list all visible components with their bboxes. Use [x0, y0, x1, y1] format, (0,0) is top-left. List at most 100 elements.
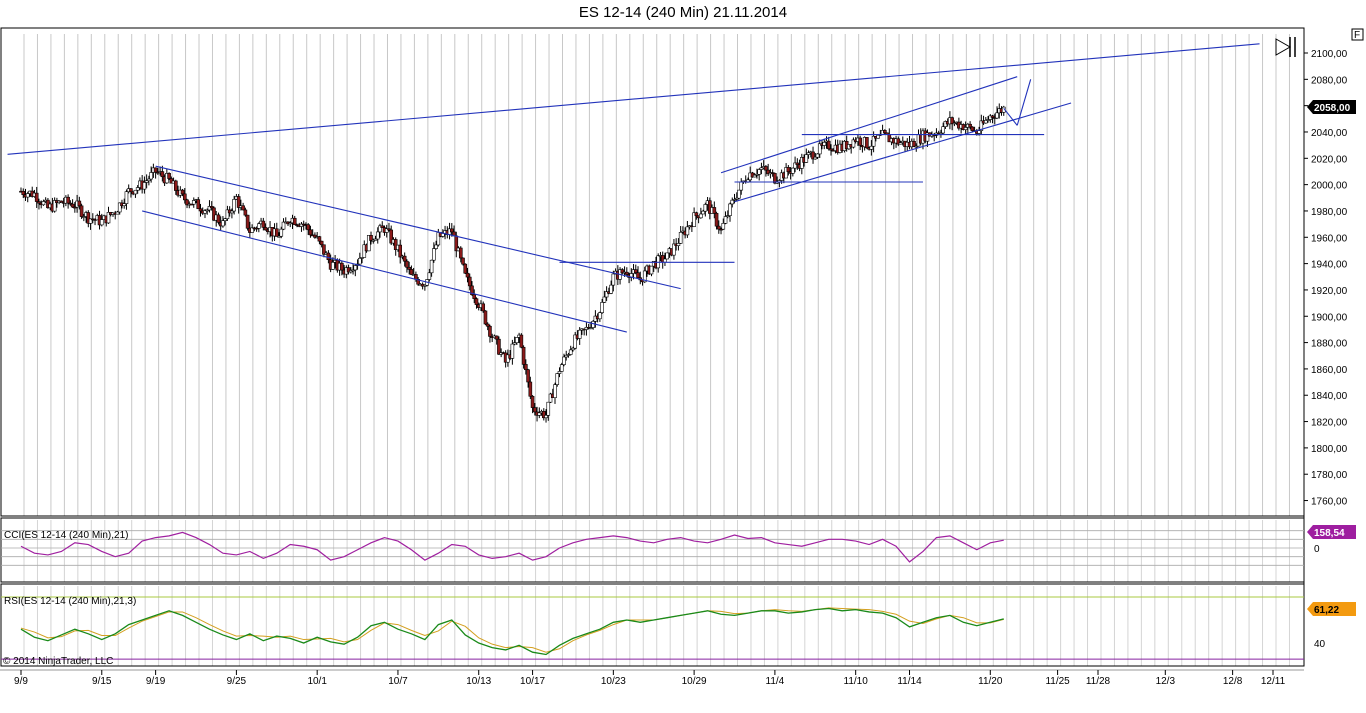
candle-body — [198, 208, 203, 212]
candle-body — [871, 135, 876, 147]
candle-body — [701, 210, 705, 215]
candle-body — [703, 204, 708, 212]
candle-body — [346, 267, 351, 273]
candle-body — [793, 162, 797, 169]
candle-body — [393, 239, 398, 250]
candle-body — [568, 349, 573, 355]
candle-body — [474, 298, 479, 305]
candle-body — [858, 137, 862, 146]
panel-frame-2 — [0, 583, 1305, 667]
candle-body — [963, 127, 968, 130]
candle-body — [66, 196, 70, 204]
rsi-panel: 40 — [1, 596, 1326, 660]
candle-body — [708, 200, 712, 214]
price-tick-label: 2000,00 — [1311, 181, 1348, 192]
candle-body — [378, 225, 382, 233]
candle-body — [755, 174, 759, 176]
candle-body — [371, 239, 376, 242]
candle-body — [25, 193, 30, 198]
candle-body — [77, 200, 82, 207]
trendline-5 — [734, 102, 1072, 203]
candle-body — [281, 221, 286, 230]
price-axis: 2100,002080,002060,002040,002020,002000,… — [1304, 49, 1348, 508]
candle-body — [611, 273, 616, 286]
candle-body — [153, 167, 158, 173]
candle-body — [699, 213, 703, 219]
corner-f-label: F — [1354, 30, 1360, 41]
trendlines[interactable] — [7, 43, 1260, 333]
candle-body — [564, 354, 569, 358]
candle-body — [721, 223, 726, 230]
candle-body — [115, 211, 120, 215]
time-tick-label: 12/3 — [1156, 676, 1176, 687]
candle-body — [358, 257, 362, 265]
candle-body — [223, 218, 227, 221]
candle-body — [714, 213, 719, 227]
candle-body — [257, 223, 261, 229]
cci-tick-label: 0 — [1314, 544, 1320, 555]
candle-body — [734, 197, 739, 200]
candle-body — [995, 112, 999, 119]
candle-body — [434, 244, 438, 249]
candle-body — [521, 346, 526, 365]
draw-end-marker-icon[interactable] — [1275, 37, 1296, 57]
candle-body — [800, 157, 804, 169]
candle-body — [752, 174, 757, 178]
candle-body — [360, 257, 364, 259]
candle-body — [209, 206, 214, 209]
candle-body — [52, 200, 57, 212]
candle-body — [384, 228, 389, 233]
candle-body — [952, 122, 957, 125]
candle-body — [979, 120, 984, 131]
candle-body — [566, 354, 571, 356]
candle-body — [604, 291, 609, 298]
candle-body — [221, 220, 225, 227]
candle-body — [485, 323, 490, 327]
corner-f-button[interactable]: F — [1351, 28, 1364, 41]
candle-body — [716, 225, 721, 230]
trendline-4 — [720, 76, 1018, 174]
candle-body — [914, 145, 919, 148]
candle-body — [694, 212, 699, 217]
candle-body — [59, 200, 64, 203]
candle-body — [672, 243, 676, 256]
candle-body — [106, 212, 111, 224]
time-tick-label: 9/9 — [14, 676, 28, 687]
candle-body — [37, 201, 41, 204]
candle-body — [986, 119, 990, 121]
candle-body — [625, 271, 629, 275]
price-tick-label: 1920,00 — [1311, 286, 1348, 297]
candle-body — [216, 214, 221, 223]
candle-body — [79, 205, 84, 217]
candle-body — [609, 284, 613, 294]
candle-body — [817, 143, 822, 155]
candle-body — [279, 228, 284, 237]
candle-body — [250, 227, 254, 233]
candle-body — [553, 384, 557, 398]
candle-body — [510, 343, 515, 359]
candle-body — [427, 272, 432, 280]
candle-body — [912, 140, 916, 147]
candle-body — [353, 265, 358, 271]
candle-body — [678, 232, 683, 244]
candle-body — [786, 167, 791, 173]
candle-body — [546, 401, 551, 416]
rsi-signal-line — [20, 607, 1004, 653]
candle-body — [815, 153, 820, 158]
candle-body — [142, 182, 147, 190]
price-tick-label: 1760,00 — [1311, 497, 1348, 508]
candle-body — [649, 265, 654, 275]
candle-body — [573, 334, 578, 349]
candle-body — [230, 210, 234, 214]
candle-body — [725, 215, 730, 217]
candle-body — [896, 138, 901, 145]
time-axis: 9/9 9/15 9/19 9/25 10/1 10/7 10/13 10/17 10/23 10… — [14, 670, 1286, 687]
candle-body — [41, 201, 46, 206]
time-tick-label: 10/7 — [388, 676, 408, 687]
time-tick-label: 11/4 — [766, 676, 785, 687]
candle-body — [577, 329, 582, 339]
candle-body — [205, 209, 210, 212]
candle-body — [723, 216, 728, 224]
candle-body — [970, 126, 975, 132]
